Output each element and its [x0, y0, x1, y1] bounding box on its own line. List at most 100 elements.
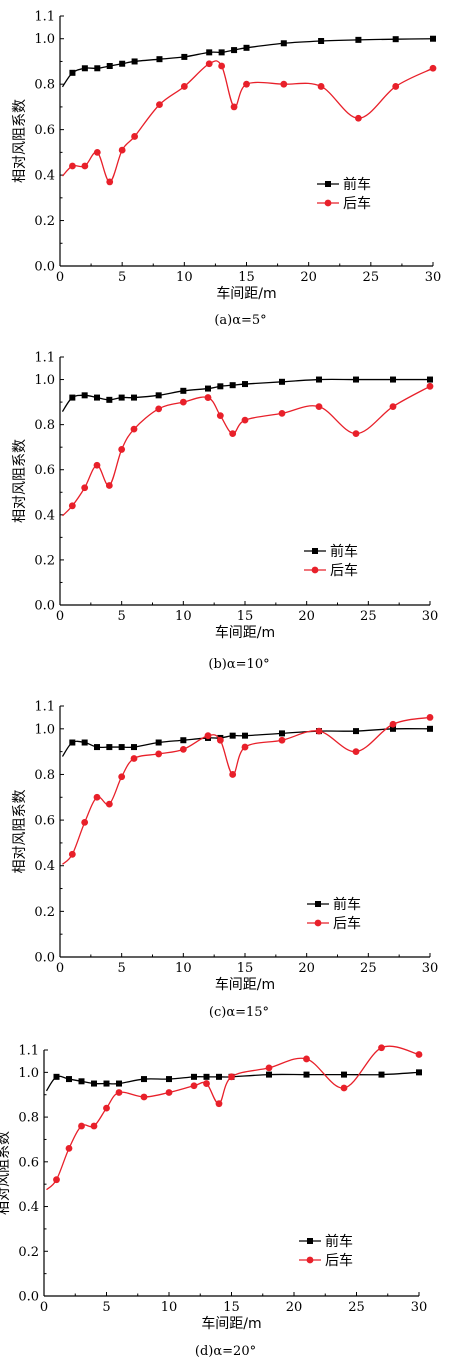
data-point-circle — [106, 178, 114, 186]
x-tick-label: 15 — [237, 961, 254, 976]
data-point-circle — [280, 80, 288, 88]
data-point-square — [166, 1076, 172, 1083]
x-tick-label: 30 — [422, 609, 439, 624]
data-point-square — [94, 65, 101, 72]
data-point-circle — [81, 484, 89, 492]
data-point-square — [118, 394, 125, 401]
x-tick-label: 30 — [411, 1300, 428, 1315]
data-point-circle — [278, 409, 286, 417]
data-point-circle — [155, 750, 163, 758]
x-tick-label: 20 — [286, 1300, 303, 1315]
legend-label-2: 后车 — [333, 915, 361, 932]
data-point-circle — [103, 1104, 110, 1112]
data-point-circle — [204, 732, 212, 740]
data-point-circle — [241, 416, 249, 424]
data-point-square — [118, 744, 125, 751]
data-point-circle — [204, 394, 212, 401]
data-point-circle — [93, 148, 101, 156]
data-point-square — [106, 744, 113, 751]
data-point-circle — [205, 60, 213, 68]
legend-label-1: 前车 — [325, 1233, 353, 1250]
x-tick-label: 10 — [161, 1300, 178, 1315]
data-point-square — [155, 739, 162, 746]
data-point-square — [106, 396, 113, 403]
data-point-square — [353, 728, 359, 735]
data-point-circle — [215, 1100, 223, 1108]
y-tick-label: 1.0 — [34, 32, 55, 47]
y-tick-label: 0.0 — [34, 599, 55, 614]
x-tick-label: 30 — [425, 270, 442, 285]
legend-marker-square — [312, 548, 318, 554]
legend-label-1: 前车 — [333, 896, 361, 913]
data-point-square — [303, 1071, 310, 1078]
y-tick-label: 0.4 — [34, 859, 55, 874]
y-tick-label: 0.0 — [34, 260, 55, 275]
x-tick-label: 0 — [56, 961, 64, 976]
chart-caption: (d)α=20° — [195, 1344, 256, 1359]
x-tick-label: 20 — [300, 270, 317, 285]
data-point-square — [53, 1073, 60, 1080]
x-tick-label: 0 — [56, 609, 64, 624]
data-point-square — [180, 737, 187, 744]
data-point-square — [81, 392, 88, 399]
y-axis-label: 相对风阻系数 — [12, 439, 28, 523]
x-tick-label: 0 — [40, 1300, 48, 1315]
data-point-square — [106, 63, 113, 69]
data-point-circle — [216, 412, 224, 420]
y-axis-label: 相对风阻系数 — [0, 1131, 12, 1215]
y-tick-label: 0.8 — [34, 768, 55, 783]
chart-panel-3: 0 5 10 15 20 25 30 0.0 0.2 0.4 0.6 0.8 1.0 1.1 车间距/m 相对… — [12, 700, 438, 1021]
x-tick-label: 30 — [422, 961, 439, 976]
y-tick-label: 0.6 — [18, 1155, 39, 1170]
data-point-circle — [229, 430, 237, 438]
y-tick-label: 1.1 — [34, 700, 55, 715]
x-tick-label: 10 — [176, 270, 193, 285]
data-point-square — [216, 1073, 222, 1080]
data-point-square — [430, 35, 436, 42]
x-tick-label: 15 — [237, 609, 254, 624]
data-point-circle — [218, 62, 226, 70]
x-tick-label: 5 — [118, 609, 126, 624]
data-point-square — [181, 53, 188, 60]
data-point-square — [156, 56, 163, 63]
legend-label-1: 前车 — [343, 176, 371, 193]
data-point-circle — [93, 461, 101, 469]
data-point-circle — [81, 162, 89, 170]
data-point-square — [243, 44, 250, 51]
data-point-circle — [131, 133, 139, 140]
data-point-square — [205, 385, 211, 392]
data-point-square — [69, 394, 76, 401]
data-point-square — [69, 69, 76, 76]
data-point-square — [131, 58, 138, 65]
data-point-square — [390, 376, 396, 383]
data-point-square — [316, 376, 322, 383]
data-point-circle — [155, 405, 163, 413]
data-point-circle — [315, 403, 323, 410]
data-point-circle — [65, 1145, 73, 1152]
data-point-square — [131, 744, 137, 751]
legend-marker-square — [315, 901, 321, 907]
data-point-square — [242, 381, 248, 388]
y-tick-label: 1.1 — [18, 1044, 39, 1059]
data-point-circle — [78, 1122, 85, 1130]
x-tick-label: 10 — [175, 961, 192, 976]
data-point-circle — [105, 800, 113, 808]
data-point-circle — [180, 83, 188, 90]
data-point-square — [103, 1080, 110, 1087]
data-point-square — [392, 36, 399, 43]
data-point-circle — [69, 162, 76, 170]
data-point-circle — [93, 793, 101, 801]
legend-marker-square — [307, 1238, 313, 1244]
data-point-square — [81, 65, 88, 72]
data-point-circle — [426, 382, 434, 390]
y-tick-label: 0.2 — [34, 905, 55, 920]
data-point-circle — [241, 743, 249, 751]
data-point-square — [180, 387, 187, 394]
data-point-square — [141, 1076, 147, 1083]
data-point-circle — [179, 745, 187, 753]
y-tick-label: 0.2 — [34, 214, 55, 229]
data-point-circle — [156, 101, 163, 109]
x-tick-label: 15 — [223, 1300, 240, 1315]
data-point-square — [280, 40, 287, 47]
y-tick-label: 0.4 — [34, 508, 55, 523]
